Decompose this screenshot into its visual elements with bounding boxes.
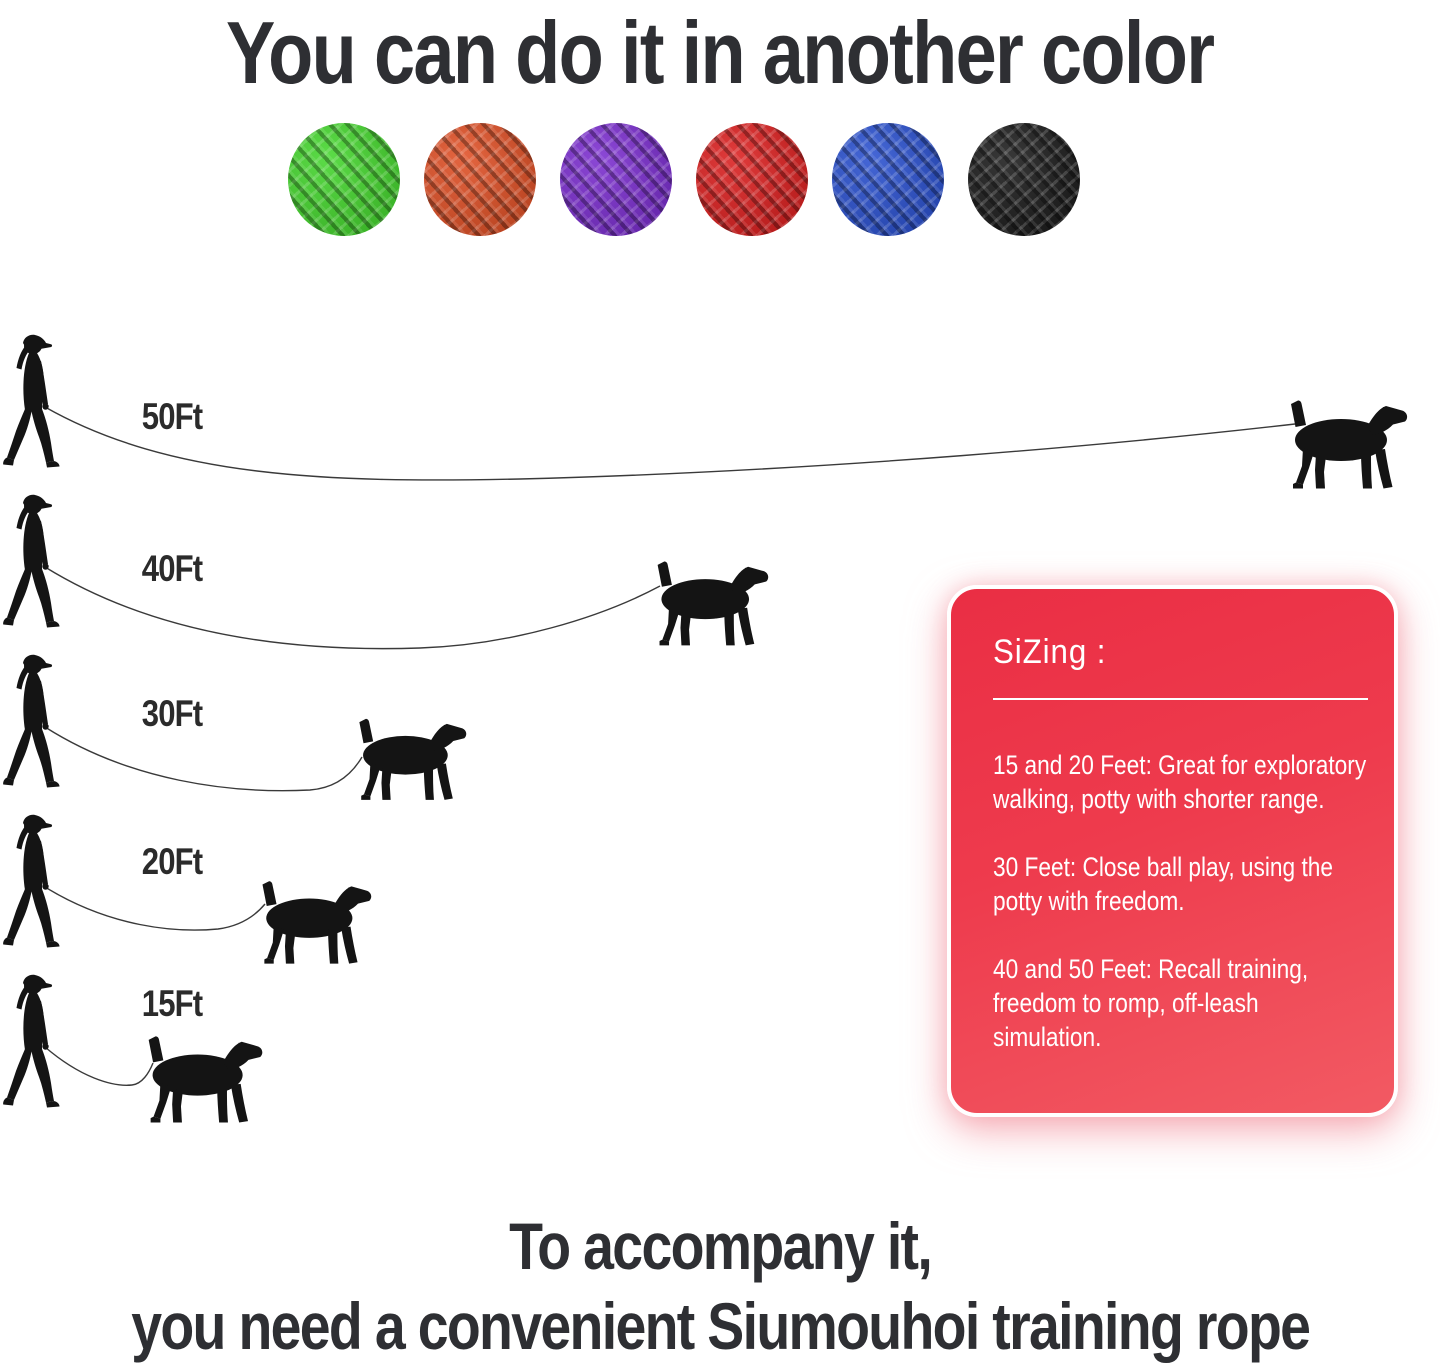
color-swatch-purple [560, 123, 672, 236]
length-label-15ft: 15Ft [141, 983, 203, 1024]
woman-walker-silhouette [3, 974, 60, 1108]
woman-walker-silhouette [3, 654, 60, 788]
length-label-40ft: 40Ft [141, 548, 203, 589]
length-label-30ft: 30Ft [141, 693, 203, 734]
color-swatch-green [288, 123, 400, 236]
footer-line-1: To accompany it, [509, 1209, 933, 1283]
leash-line-20ft [44, 886, 266, 931]
woman-walker-silhouette [3, 334, 60, 468]
length-label-50ft: 50Ft [141, 396, 203, 437]
sizing-item-15-20ft: 15 and 20 Feet: Great for exploratory wa… [993, 750, 1367, 815]
color-swatch-orange [424, 123, 536, 236]
dog-silhouette [359, 718, 467, 800]
dog-silhouette [262, 881, 372, 964]
color-swatch-blue [832, 123, 944, 236]
leash-line-30ft [44, 726, 363, 792]
dog-silhouette [657, 561, 769, 646]
length-label-20ft: 20Ft [141, 841, 203, 882]
footer-line-2: you need a convenient Siumouhoi training… [130, 1289, 1311, 1363]
woman-walker-silhouette [3, 494, 60, 628]
color-swatch-row [288, 123, 1080, 236]
sizing-card-heading: SiZing : [993, 633, 1107, 671]
color-swatch-red [696, 123, 808, 236]
dog-silhouette [148, 1036, 263, 1123]
leash-line-50ft [44, 406, 1296, 481]
sizing-item-30ft: 30 Feet: Close ball play, using the pott… [993, 852, 1333, 917]
sizing-card-divider [993, 698, 1368, 700]
sizing-item-40-50ft: 40 and 50 Feet: Recall training, freedom… [993, 954, 1309, 1053]
page-title-text: You can do it in another color [226, 3, 1215, 102]
woman-walker-silhouette [3, 814, 60, 948]
page-title: You can do it in another color [0, 2, 1440, 104]
sizing-card: SiZing : 15 and 20 Feet: Great for explo… [947, 585, 1398, 1117]
color-swatch-black [968, 123, 1080, 236]
dog-silhouette [1291, 400, 1408, 489]
